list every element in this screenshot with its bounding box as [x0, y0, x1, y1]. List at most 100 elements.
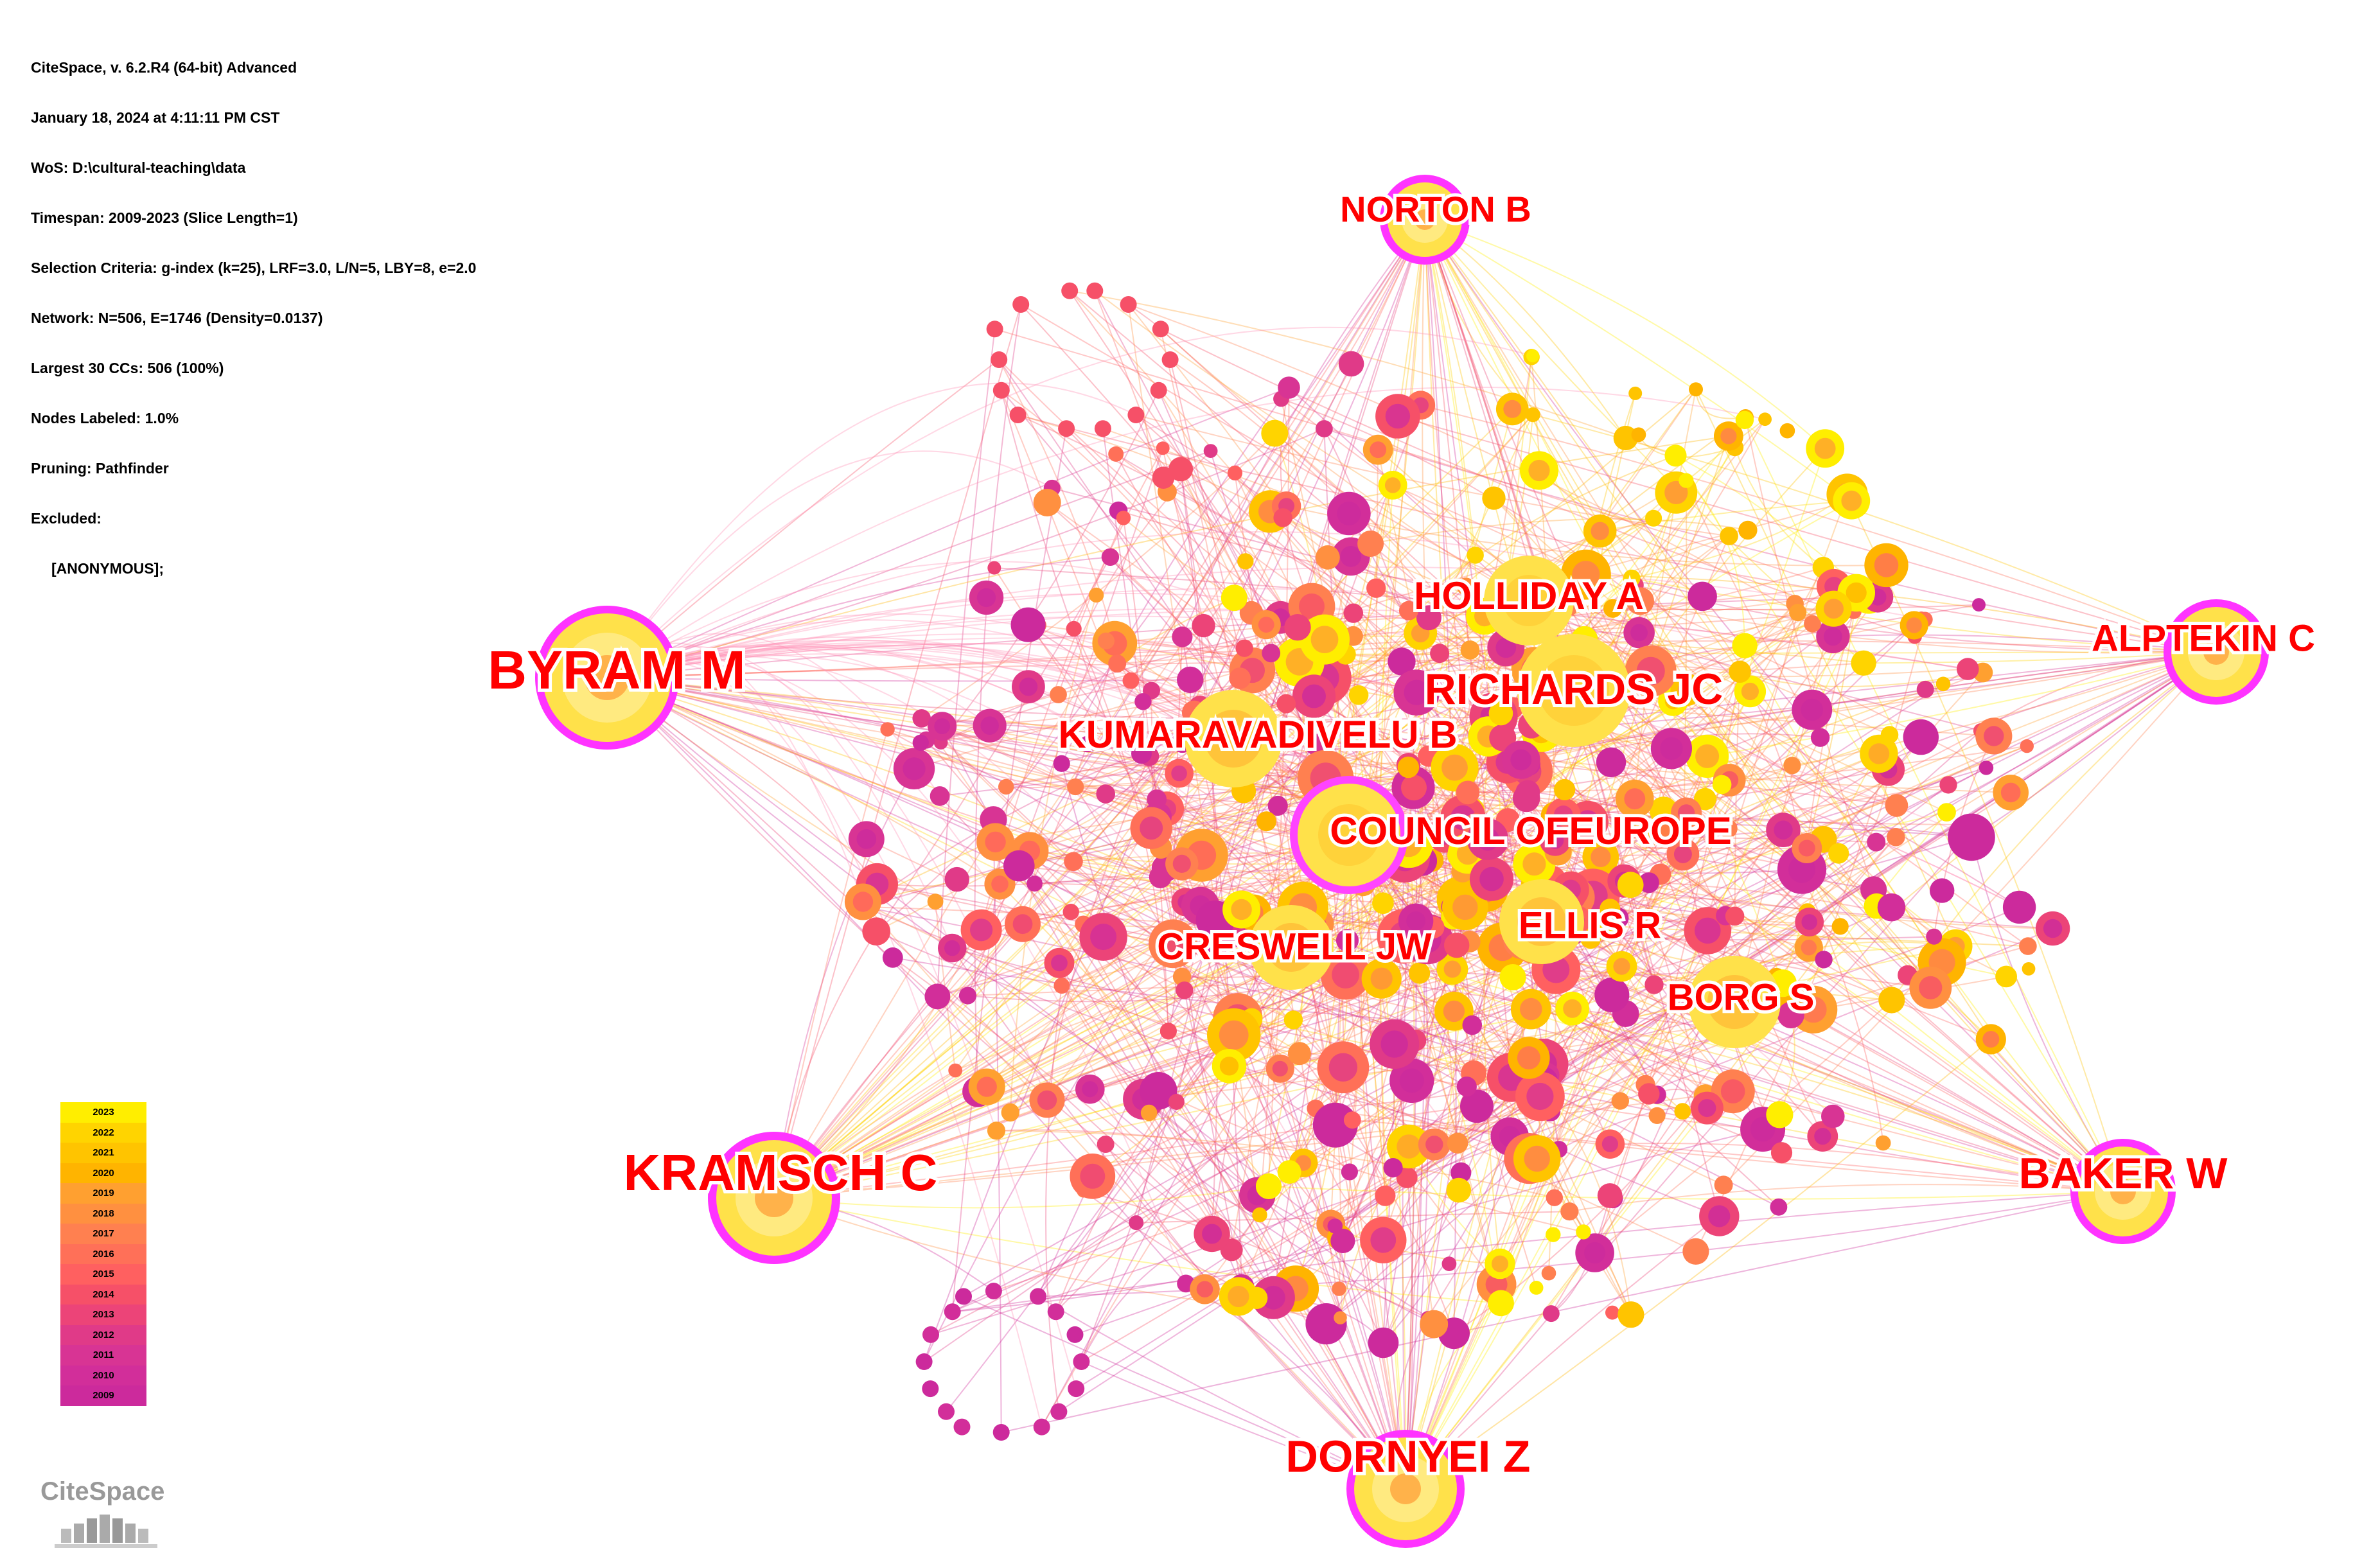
- network-node[interactable]: [976, 823, 1014, 861]
- network-node[interactable]: [1341, 1163, 1358, 1181]
- network-node[interactable]: [1878, 987, 1905, 1014]
- network-node[interactable]: [960, 909, 1002, 951]
- network-node[interactable]: [1168, 1094, 1185, 1110]
- network-node[interactable]: [1828, 843, 1849, 864]
- network-node[interactable]: [1284, 614, 1311, 641]
- label-borg[interactable]: BORG S: [1664, 973, 1818, 1021]
- network-node[interactable]: [1397, 756, 1420, 778]
- network-node[interactable]: [1580, 928, 1601, 949]
- network-node[interactable]: [1277, 1160, 1301, 1184]
- network-node[interactable]: [1576, 1224, 1591, 1240]
- network-node[interactable]: [1738, 520, 1758, 540]
- network-node[interactable]: [1334, 1311, 1347, 1324]
- network-node[interactable]: [1003, 850, 1035, 882]
- network-node[interactable]: [1335, 929, 1359, 952]
- network-node[interactable]: [1066, 620, 1082, 637]
- network-node[interactable]: [1867, 832, 1886, 852]
- network-node[interactable]: [927, 893, 944, 910]
- network-node[interactable]: [1831, 918, 1849, 935]
- network-node[interactable]: [1926, 928, 1943, 945]
- network-node[interactable]: [1368, 1327, 1399, 1358]
- network-node[interactable]: [1508, 1037, 1550, 1079]
- network-node[interactable]: [862, 917, 891, 946]
- network-node[interactable]: [1975, 1024, 2006, 1055]
- network-node[interactable]: [1398, 601, 1419, 620]
- network-node[interactable]: [1120, 296, 1137, 313]
- network-node[interactable]: [1625, 645, 1677, 697]
- network-node[interactable]: [1134, 693, 1152, 710]
- network-node[interactable]: [1222, 890, 1261, 929]
- network-node[interactable]: [1030, 1288, 1046, 1305]
- network-node[interactable]: [1256, 811, 1276, 832]
- network-node[interactable]: [1887, 828, 1905, 847]
- network-node[interactable]: [1469, 857, 1514, 901]
- network-node[interactable]: [1053, 978, 1070, 994]
- network-node[interactable]: [1766, 813, 1801, 847]
- network-node[interactable]: [1875, 1135, 1891, 1151]
- network-node[interactable]: [1488, 701, 1513, 726]
- label-holliday[interactable]: HOLLIDAY A: [1411, 571, 1647, 620]
- network-node[interactable]: [1177, 666, 1204, 694]
- network-node[interactable]: [1441, 1256, 1457, 1271]
- network-node[interactable]: [1725, 906, 1745, 926]
- network-node[interactable]: [1088, 587, 1104, 603]
- network-node[interactable]: [1287, 1042, 1311, 1066]
- network-node[interactable]: [1062, 904, 1079, 920]
- network-node[interactable]: [1070, 1153, 1116, 1199]
- network-node[interactable]: [1666, 838, 1700, 871]
- node-baker[interactable]: [2070, 1139, 2176, 1244]
- network-node[interactable]: [1283, 1010, 1303, 1030]
- network-node[interactable]: [1237, 553, 1254, 570]
- network-node[interactable]: [1001, 1103, 1020, 1122]
- network-node[interactable]: [1444, 933, 1470, 958]
- network-node[interactable]: [1689, 382, 1703, 397]
- network-node[interactable]: [1315, 545, 1340, 570]
- node-ellis[interactable]: [1499, 879, 1584, 964]
- network-node[interactable]: [1300, 614, 1350, 665]
- network-node[interactable]: [1575, 1233, 1614, 1272]
- network-node[interactable]: [1560, 549, 1611, 600]
- network-node[interactable]: [1010, 607, 1046, 642]
- network-node[interactable]: [1699, 1196, 1740, 1236]
- network-node[interactable]: [1628, 386, 1643, 400]
- network-node[interactable]: [1644, 975, 1664, 994]
- network-node[interactable]: [1149, 919, 1197, 969]
- network-node[interactable]: [1649, 796, 1678, 825]
- node-alptekin[interactable]: [2164, 599, 2269, 705]
- network-node[interactable]: [1401, 775, 1427, 801]
- network-node[interactable]: [1161, 351, 1179, 368]
- network-node[interactable]: [912, 734, 930, 751]
- network-node[interactable]: [1447, 1132, 1468, 1154]
- network-node[interactable]: [1979, 760, 1994, 775]
- network-node[interactable]: [1766, 1101, 1794, 1129]
- network-node[interactable]: [1305, 734, 1327, 756]
- network-node[interactable]: [1292, 674, 1336, 718]
- network-node[interactable]: [924, 983, 951, 1010]
- network-node[interactable]: [987, 561, 1001, 575]
- network-node[interactable]: [1176, 981, 1194, 999]
- network-node[interactable]: [1430, 644, 1450, 663]
- network-node[interactable]: [1393, 669, 1440, 716]
- network-node[interactable]: [998, 778, 1014, 795]
- node-norton[interactable]: [1380, 175, 1470, 265]
- network-node[interactable]: [1583, 514, 1617, 548]
- network-node[interactable]: [985, 1283, 1002, 1299]
- network-node[interactable]: [893, 748, 935, 790]
- network-node[interactable]: [922, 1380, 939, 1398]
- network-node[interactable]: [1467, 818, 1509, 860]
- network-node[interactable]: [1880, 726, 1899, 744]
- network-node[interactable]: [1450, 1162, 1472, 1183]
- node-borg[interactable]: [1688, 956, 1781, 1048]
- network-node[interactable]: [1130, 807, 1172, 849]
- network-node[interactable]: [938, 933, 967, 963]
- network-node[interactable]: [1877, 893, 1906, 922]
- network-node[interactable]: [1648, 1107, 1666, 1124]
- network-node[interactable]: [1975, 717, 2013, 755]
- network-node[interactable]: [1770, 1198, 1788, 1216]
- network-node[interactable]: [968, 1068, 1005, 1105]
- network-node[interactable]: [1050, 686, 1067, 703]
- network-node[interactable]: [1948, 813, 1995, 861]
- network-node[interactable]: [1456, 1076, 1477, 1097]
- label-alptekin[interactable]: ALPTEKIN C: [2088, 614, 2318, 662]
- network-node[interactable]: [1251, 610, 1281, 640]
